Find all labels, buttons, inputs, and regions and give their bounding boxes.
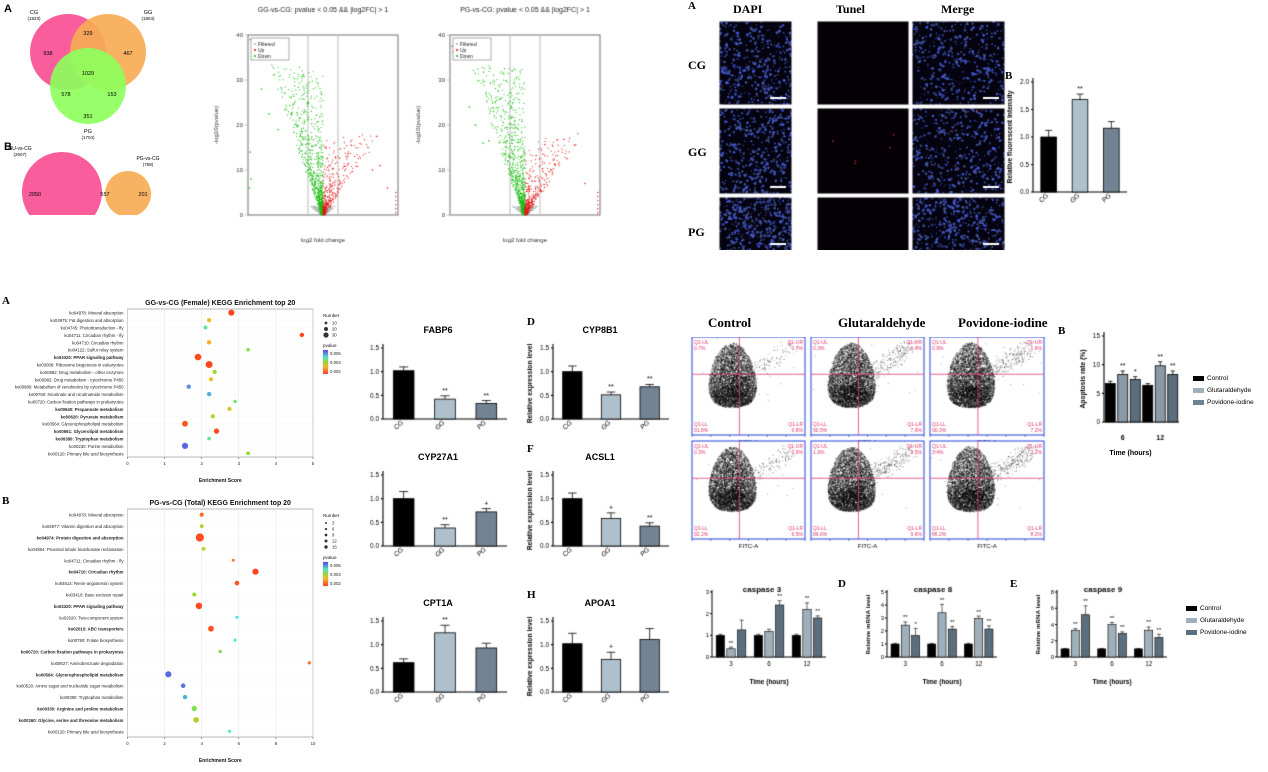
svg-text:ko03320: PPAR signaling pathwa: ko03320: PPAR signaling pathway <box>54 355 124 360</box>
svg-text:0.006: 0.006 <box>330 563 341 568</box>
svg-text:467: 467 <box>123 51 132 57</box>
svg-text:0.004: 0.004 <box>330 360 341 365</box>
svg-text:20: 20 <box>332 327 337 332</box>
svg-text:351: 351 <box>83 114 92 120</box>
svg-text:ko00120: Primary bile acid bio: ko00120: Primary bile acid biosynthesis <box>48 729 123 734</box>
svg-text:ko00230: Purine metabolism: ko00230: Purine metabolism <box>69 444 124 449</box>
svg-text:8: 8 <box>275 741 278 746</box>
svg-text:(758): (758) <box>143 162 154 167</box>
svg-text:ko00380: Tryptophan metabolism: ko00380: Tryptophan metabolism <box>55 437 123 442</box>
svg-text:ko00330: Arginine and proline: ko00330: Arginine and proline metabolism <box>37 707 123 712</box>
svg-text:ko04977: Vitamin digestion and: ko04977: Vitamin digestion and absorptio… <box>42 524 124 529</box>
svg-text:pvalue: pvalue <box>323 343 337 348</box>
svg-text:ko00980: Metabolism of xenobio: ko00980: Metabolism of xenobiotics by cy… <box>15 385 124 390</box>
svg-text:30: 30 <box>332 333 337 338</box>
svg-text:ko00790: Folate biosynthesis: ko00790: Folate biosynthesis <box>68 638 124 643</box>
svg-text:ko00627: Aminobenzoate degrada: ko00627: Aminobenzoate degradation <box>51 661 124 666</box>
svg-text:ko00982: Drug metabolism - cyt: ko00982: Drug metabolism - cytochrome P4… <box>35 377 124 382</box>
svg-text:ko04974: Protein digestion and: ko04974: Protein digestion and absorptio… <box>37 536 124 541</box>
svg-text:0.002: 0.002 <box>330 369 341 374</box>
svg-text:578: 578 <box>61 92 70 98</box>
svg-text:0.006: 0.006 <box>330 351 341 356</box>
svg-text:557: 557 <box>100 192 109 198</box>
svg-text:Enrichment Score: Enrichment Score <box>199 758 242 764</box>
svg-text:ko04978: Mineral absorption: ko04978: Mineral absorption <box>69 513 124 518</box>
svg-text:ko04122: Sulfur relay system: ko04122: Sulfur relay system <box>68 348 124 353</box>
svg-text:ko00720: Carbon fixation pathw: ko00720: Carbon fixation pathways in pro… <box>21 650 124 655</box>
svg-text:ko02010: ABC transporters: ko02010: ABC transporters <box>68 627 124 632</box>
svg-text:(2607): (2607) <box>13 152 27 157</box>
svg-text:ko00720: Carbon fixation pathw: ko00720: Carbon fixation pathways in pro… <box>28 400 123 405</box>
svg-text:ko04975: Fat digestion and abs: ko04975: Fat digestion and absorption <box>50 318 124 323</box>
svg-text:153: 153 <box>107 92 116 98</box>
svg-text:938: 938 <box>43 51 52 57</box>
svg-text:ko00260: Glycine, serine and t: ko00260: Glycine, serine and threonine m… <box>19 718 124 723</box>
svg-text:ko00982: Drug metabolism - oth: ko00982: Drug metabolism - other enzymes <box>40 370 123 375</box>
svg-text:ko02020: Two-component system: ko02020: Two-component system <box>59 615 124 620</box>
svg-text:4: 4 <box>201 741 204 746</box>
svg-text:ko00520: Amino sugar and nucle: ko00520: Amino sugar and nucleotide suga… <box>16 684 123 689</box>
svg-text:ko04710: Circadian rhythm: ko04710: Circadian rhythm <box>72 340 124 345</box>
svg-text:10: 10 <box>332 321 337 326</box>
svg-text:ko00760: Nicotinate and nicoti: ko00760: Nicotinate and nicotinamide met… <box>29 392 124 397</box>
svg-text:ko04710: Circadian rhythm: ko04710: Circadian rhythm <box>69 570 124 575</box>
svg-text:(1804): (1804) <box>141 16 155 21</box>
svg-text:ko04964: Proximal tubule bicar: ko04964: Proximal tubule bicarbonate rec… <box>28 547 124 552</box>
svg-text:ko00620: Pyruvate metabolism: ko00620: Pyruvate metabolism <box>61 414 124 419</box>
svg-text:329: 329 <box>83 31 92 37</box>
svg-text:1029: 1029 <box>82 71 94 77</box>
svg-text:ko04711: Circadian rhythm - fl: ko04711: Circadian rhythm - fly <box>64 333 124 338</box>
svg-text:ko04978: Mineral absorption: ko04978: Mineral absorption <box>69 311 124 316</box>
svg-text:1: 1 <box>163 461 166 466</box>
svg-text:3: 3 <box>238 461 241 466</box>
svg-text:ko00564: Glycerophospholipid m: ko00564: Glycerophospholipid metabolism <box>43 422 124 427</box>
svg-text:4: 4 <box>275 461 278 466</box>
svg-text:12: 12 <box>332 539 337 544</box>
svg-text:ko04614: Renin-angiotensin sys: ko04614: Renin-angiotensin system <box>55 581 124 586</box>
svg-text:pvalue: pvalue <box>323 555 337 560</box>
svg-text:0: 0 <box>126 461 129 466</box>
svg-text:ko03008: Ribosome biogenesis i: ko03008: Ribosome biogenesis in eukaryot… <box>37 363 124 368</box>
svg-text:2: 2 <box>163 741 166 746</box>
svg-text:15: 15 <box>332 545 337 550</box>
svg-text:ko00380: Tryptophan metabolism: ko00380: Tryptophan metabolism <box>60 695 124 700</box>
svg-text:ko04711: Circadian rhythm - fl: ko04711: Circadian rhythm - fly <box>64 558 124 563</box>
svg-text:Number: Number <box>323 313 340 318</box>
svg-text:ko00640: Propanoate metabolism: ko00640: Propanoate metabolism <box>55 407 123 412</box>
svg-text:2: 2 <box>201 461 204 466</box>
svg-text:A: A <box>4 3 12 15</box>
svg-text:2050: 2050 <box>29 192 41 198</box>
svg-text:ko00564: Glycerophospholipid m: ko00564: Glycerophospholipid metabolism <box>36 672 124 677</box>
svg-text:0.002: 0.002 <box>330 581 341 586</box>
svg-text:0: 0 <box>126 741 129 746</box>
svg-text:ko00561: Glycerolipid metaboli: ko00561: Glycerolipid metabolism <box>54 429 124 434</box>
svg-text:201: 201 <box>138 192 147 198</box>
svg-text:10: 10 <box>311 741 316 746</box>
svg-text:Number: Number <box>323 513 340 518</box>
svg-text:ko00120: Primary bile acid bio: ko00120: Primary bile acid biosynthesis <box>48 451 123 456</box>
svg-text:6: 6 <box>238 741 241 746</box>
svg-text:ko04745: Photottransduction -: ko04745: Photottransduction - fly <box>61 326 125 331</box>
svg-text:(1704): (1704) <box>81 135 95 140</box>
svg-text:ko03410: Base excision repair: ko03410: Base excision repair <box>66 593 124 598</box>
svg-text:3: 3 <box>332 521 335 526</box>
svg-text:9: 9 <box>332 533 335 538</box>
svg-text:ko03320: PPAR signaling pathwa: ko03320: PPAR signaling pathway <box>54 604 124 609</box>
svg-text:Enrichment Score: Enrichment Score <box>199 478 242 484</box>
svg-text:0.004: 0.004 <box>330 572 341 577</box>
svg-text:5: 5 <box>312 461 315 466</box>
svg-text:GG-vs-CG (Female) KEGG Enrichm: GG-vs-CG (Female) KEGG Enrichment top 20 <box>145 300 295 307</box>
svg-text:PG-vs-CG (Total) KEGG Enrichme: PG-vs-CG (Total) KEGG Enrichment top 20 <box>150 500 292 507</box>
svg-text:(1923): (1923) <box>27 16 41 21</box>
svg-text:6: 6 <box>332 527 335 532</box>
